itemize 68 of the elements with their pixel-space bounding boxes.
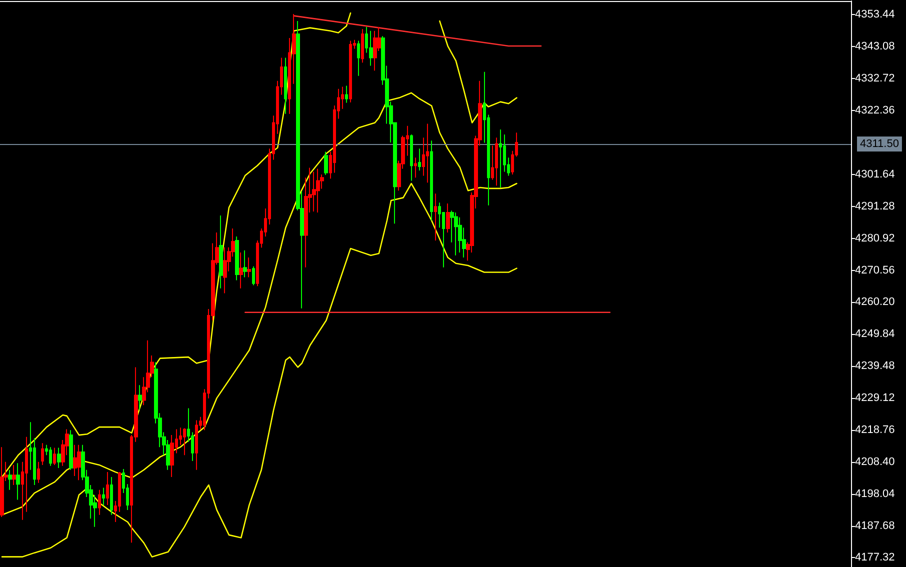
candlestick xyxy=(414,157,417,178)
candlestick xyxy=(284,57,287,114)
y-tick-label: 4343.08 xyxy=(855,40,895,53)
candlestick xyxy=(418,148,421,172)
candlestick xyxy=(345,85,348,104)
y-tick-label: 4218.76 xyxy=(855,424,895,436)
candlestick xyxy=(8,469,12,490)
candlestick xyxy=(369,30,373,66)
y-tick-label: 4187.68 xyxy=(855,520,895,532)
candlestick xyxy=(410,134,413,182)
y-tick-label: 4280.92 xyxy=(855,232,895,244)
candlestick xyxy=(110,476,113,516)
candlestick xyxy=(361,28,364,64)
y-tick-label: 4208.40 xyxy=(855,456,895,468)
y-tick-label: 4301.64 xyxy=(855,168,895,180)
candlestick xyxy=(446,203,450,234)
candlestick xyxy=(106,472,109,506)
candlestick xyxy=(252,266,255,286)
candlestick xyxy=(183,428,186,456)
candlestick xyxy=(458,216,462,254)
candlestick xyxy=(219,215,223,289)
y-tick-label: 4260.20 xyxy=(855,296,895,308)
line-series xyxy=(439,20,518,124)
candlestick xyxy=(138,384,142,411)
candlestick xyxy=(73,444,77,477)
candlestick xyxy=(37,461,40,484)
y-tick-label: 4249.84 xyxy=(855,328,895,340)
y-tick-label: 4332.72 xyxy=(855,72,895,85)
candlestick xyxy=(0,446,4,518)
line-series xyxy=(1,182,518,558)
candlestick xyxy=(235,236,239,281)
candlestick xyxy=(312,171,316,212)
candlestick xyxy=(77,444,81,481)
y-tick-label: 4322.36 xyxy=(855,104,895,117)
candlestick xyxy=(247,256,251,278)
candlestick xyxy=(49,446,52,466)
candlestick xyxy=(239,252,243,289)
candlestick xyxy=(434,193,437,242)
candlestick xyxy=(16,462,20,500)
y-tick-label: 4270.56 xyxy=(855,264,895,276)
candlestick xyxy=(53,447,56,466)
candlestick xyxy=(324,151,328,176)
candlestick xyxy=(41,442,44,466)
y-tick-label: 4229.12 xyxy=(855,392,895,404)
ref-line-label: 4311.50 xyxy=(860,138,899,150)
candlestick xyxy=(499,129,502,188)
y-tick-label: 4291.28 xyxy=(855,200,895,212)
candlestick xyxy=(243,250,247,278)
candlestick xyxy=(57,447,61,469)
candlestick xyxy=(430,140,433,221)
candlestick xyxy=(69,430,73,470)
line-series xyxy=(1,92,518,516)
candlestick xyxy=(195,420,198,470)
y-tick-label: 4177.32 xyxy=(855,552,895,564)
candlestick xyxy=(373,30,377,72)
candlestick xyxy=(495,137,498,186)
candlestick xyxy=(102,487,105,506)
candlestick xyxy=(349,40,352,103)
y-tick-label: 4239.48 xyxy=(855,360,895,372)
candlestick xyxy=(98,489,101,516)
candlestick xyxy=(316,168,320,213)
candlestick xyxy=(12,464,16,486)
y-tick-label: 4198.04 xyxy=(855,488,895,500)
candlestick xyxy=(426,123,429,184)
candlestick xyxy=(223,246,227,294)
y-tick-label: 4353.44 xyxy=(855,8,895,21)
candlestick xyxy=(454,212,458,256)
candlestick xyxy=(357,40,360,76)
